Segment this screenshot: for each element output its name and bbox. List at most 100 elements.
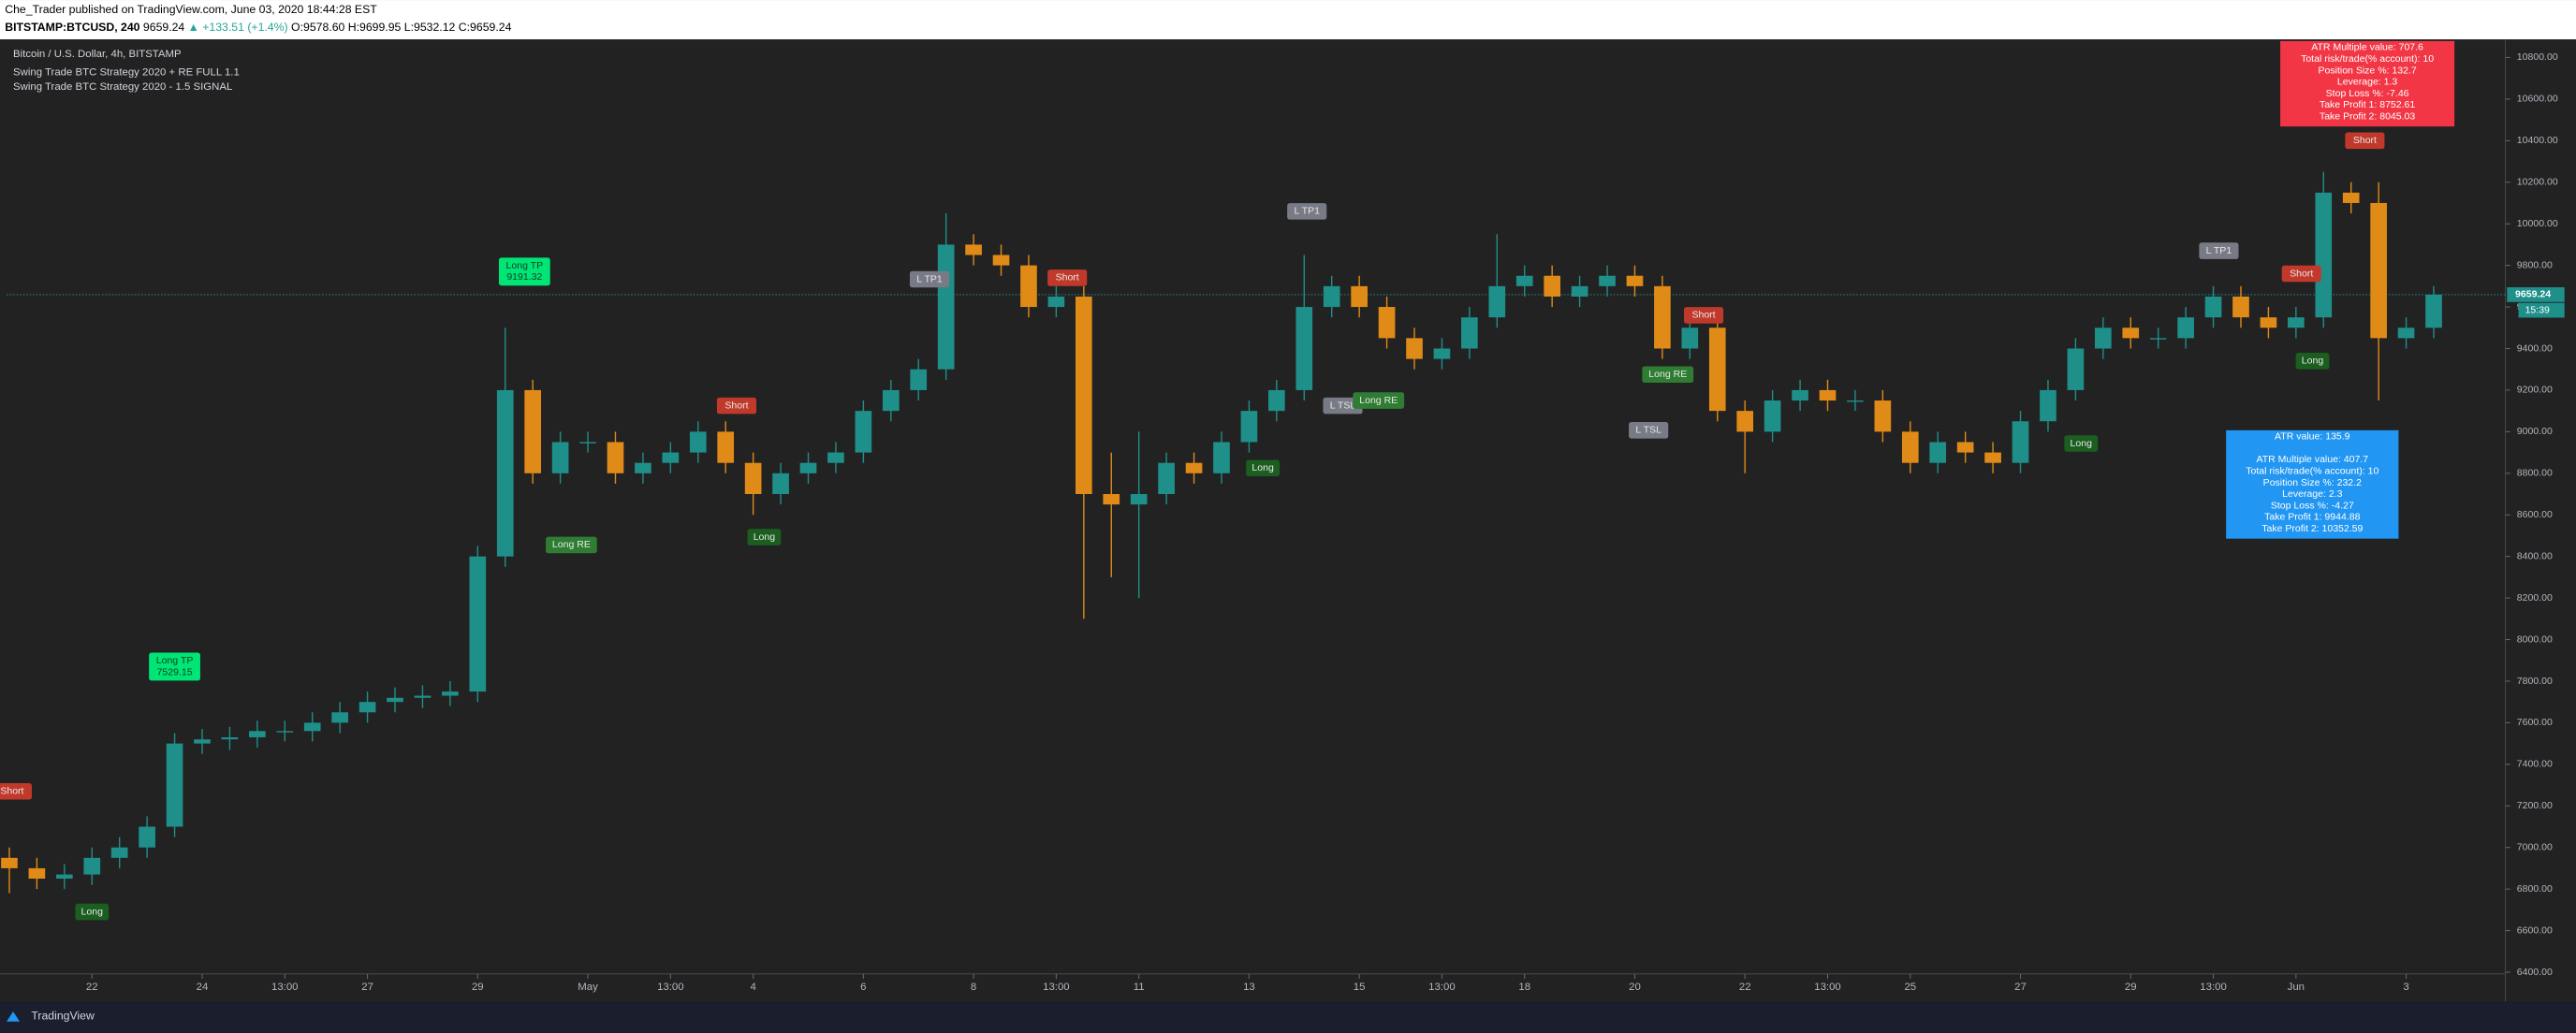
signal-label-text: Short (0, 786, 23, 797)
signal-label: Long RE (1353, 392, 1405, 409)
candle-body (2122, 327, 2140, 339)
candle-body (551, 442, 569, 473)
x-tick-label: 11 (1134, 982, 1145, 993)
signal-label: L TP1 (1287, 203, 1327, 220)
candle-body (1571, 285, 1588, 297)
signal-label-text: Long RE (1359, 395, 1398, 406)
candle-body (635, 462, 651, 473)
symbol-line: BITSTAMP:BTCUSD, 240 9659.24 ▲ +133.51 (… (5, 21, 511, 34)
x-tick-label: 8 (971, 982, 976, 993)
signal-label-box (149, 652, 200, 681)
y-tick-label: 7200.00 (2517, 800, 2553, 811)
signal-label: Short (0, 782, 32, 800)
y-tick-label: 9200.00 (2517, 385, 2553, 396)
signal-label-box (2295, 353, 2330, 370)
candle-body (579, 442, 596, 444)
signal-label: Long RE (1642, 366, 1694, 384)
signal-label: L TSL (1629, 422, 1669, 439)
candle-body (303, 722, 321, 732)
y-tick-label: 6600.00 (2517, 924, 2553, 936)
candle-body (1599, 275, 1616, 286)
x-tick-label: 13:00 (1428, 982, 1456, 993)
info-box-line: Leverage: 1.3 (2337, 77, 2397, 88)
signal-label-box (1683, 307, 1724, 324)
candle-body (2397, 327, 2415, 339)
signal-label-text: L TP1 (1294, 206, 1320, 217)
info-box-line: ATR value: 135.9 (2275, 431, 2350, 443)
published-line: Che_Trader published on TradingView.com,… (5, 3, 377, 16)
signal-label-text: Long (81, 906, 104, 917)
candle-body (1819, 389, 1837, 401)
candle-body (496, 389, 514, 557)
candle-body (910, 369, 928, 390)
candle-body (2315, 192, 2333, 318)
signal-label-text: Long (754, 531, 776, 543)
signal-label-text: Long RE (552, 539, 591, 550)
candle-body (1, 857, 18, 868)
candle-body (1461, 317, 1478, 349)
candle-body (1515, 275, 1533, 286)
y-tick-label: 9000.00 (2517, 426, 2553, 437)
candle-body (2177, 317, 2194, 339)
y-tick-label: 7400.00 (2517, 759, 2553, 770)
info-box-line: Take Profit 1: 8752.61 (2320, 99, 2415, 110)
candle-body (276, 731, 294, 733)
info-box (2280, 40, 2455, 127)
signal-label: Long (1246, 459, 1281, 477)
signal-label-box (0, 782, 32, 800)
signal-label: Short (1047, 269, 1088, 286)
y-tick-label: 7600.00 (2517, 717, 2553, 728)
y-tick-label: 8200.00 (2517, 592, 2553, 604)
signal-label: Short (716, 397, 757, 415)
candle-body (2425, 294, 2442, 328)
candle-body (1185, 462, 1203, 473)
candle-body (1736, 411, 1754, 432)
x-tick-label: Jun (2288, 982, 2305, 993)
signal-label-box (747, 529, 782, 546)
candle-body (1708, 327, 1726, 412)
signal-label-box (1287, 203, 1327, 220)
candle-body (1956, 442, 1974, 453)
info-box-line: Take Profit 1: 9944.88 (2264, 512, 2360, 523)
candle-body (1323, 285, 1340, 308)
signal-label: Short (2281, 265, 2321, 283)
info-box-line: Take Profit 2: 8045.03 (2320, 110, 2415, 122)
signal-label: Long (2064, 435, 2099, 452)
ohlc-low: L:9532.12 (404, 21, 456, 34)
signal-label: Short (1683, 307, 1724, 324)
x-tick-label: 15 (1354, 982, 1366, 993)
signal-label-text: L TSL (1330, 400, 1356, 411)
signal-label-text: Long (1251, 462, 1274, 473)
x-tick-label: May (578, 982, 598, 993)
chart-area (0, 39, 2576, 1002)
x-tick-label: 13:00 (1814, 982, 1841, 993)
signal-label-text: Long RE (1648, 369, 1687, 380)
candle-body (249, 731, 266, 737)
signal-label: Long (75, 903, 110, 921)
candle-body (772, 473, 789, 495)
y-tick-label: 6800.00 (2517, 883, 2553, 895)
info-box-line: Take Profit 2: 10352.59 (2261, 523, 2363, 534)
x-tick-label: 13 (1243, 982, 1255, 993)
signal-label: Long (747, 529, 782, 546)
candle-body (1792, 389, 1808, 401)
signal-label-text: Long TP (156, 655, 194, 666)
signal-label-box (1629, 422, 1669, 439)
ohlc-open: O:9578.60 (291, 21, 344, 34)
candle-body (2260, 317, 2277, 328)
signal-label-box (2345, 132, 2385, 150)
candle-body (28, 867, 46, 880)
candle-body (1681, 327, 1699, 349)
candle-body (387, 697, 403, 703)
candle-body (359, 702, 376, 713)
last-price-tag (2507, 286, 2565, 302)
candle-body (1158, 462, 1175, 495)
signal-label: Long RE (546, 536, 597, 554)
x-tick-label: 27 (361, 982, 373, 993)
logo-icon (7, 1011, 21, 1022)
candle-body (2370, 202, 2387, 339)
signal-label-box (1047, 269, 1088, 286)
signal-label-box (1353, 392, 1405, 409)
